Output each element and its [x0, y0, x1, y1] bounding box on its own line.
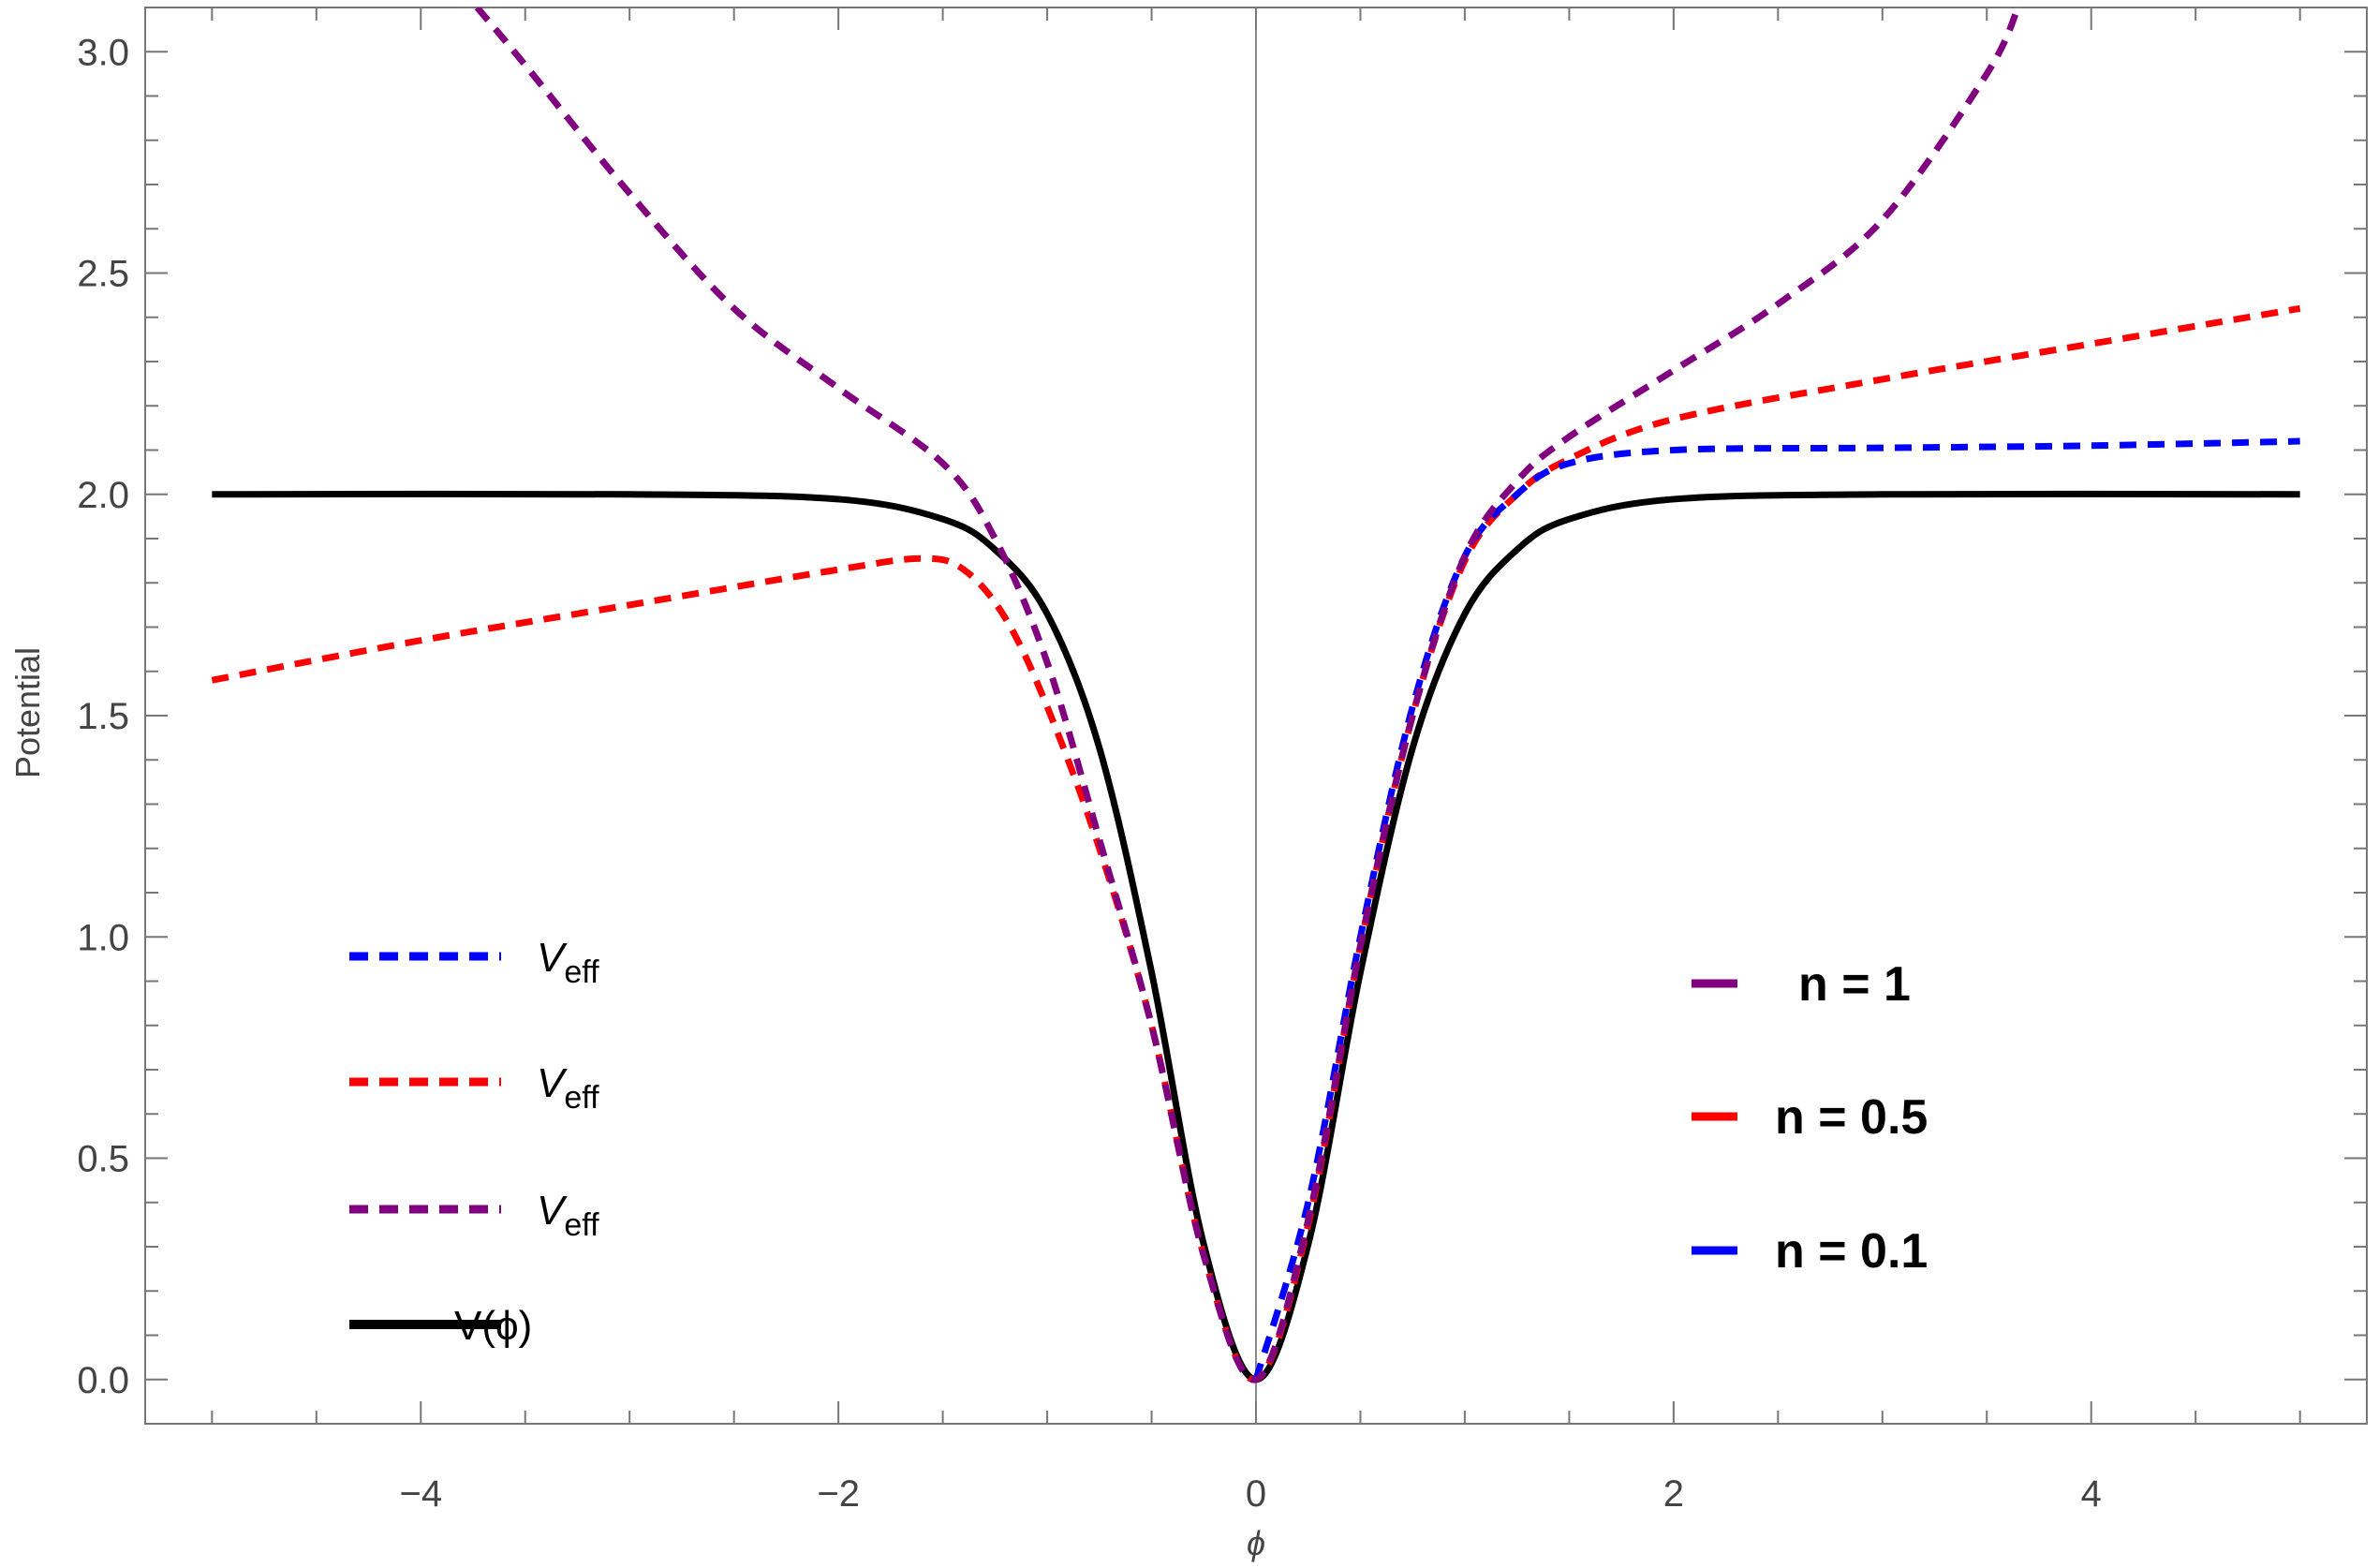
legend-label: n = 1 [1798, 957, 1911, 1012]
x-tick-label: 0 [1246, 1473, 1266, 1515]
legend-left-entry: Veff [349, 1188, 599, 1243]
x-tick-label: 2 [1663, 1473, 1684, 1515]
series-line-1 [211, 304, 2301, 1383]
y-tick-label: 1.5 [77, 696, 129, 737]
y-tick-label: 2.5 [77, 254, 129, 295]
legend-label-main: V [537, 1060, 568, 1106]
legend-label: n = 0.5 [1775, 1090, 1928, 1145]
legend-label: Veff [537, 1060, 599, 1116]
legend-right-entry: n = 1 [1692, 957, 1911, 1012]
y-tick-label: 3.0 [77, 32, 129, 73]
legend-left-entry: Veff [349, 1060, 599, 1116]
y-tick-label: 1.0 [77, 917, 129, 958]
x-tick-label: 4 [2081, 1473, 2102, 1515]
x-tick-label: −2 [817, 1473, 860, 1515]
legend-label-sub: eff [564, 954, 599, 990]
legend-label: n = 0.1 [1775, 1224, 1928, 1279]
legend-label-main: V(ϕ) [454, 1303, 532, 1349]
x-tick-label: −4 [399, 1473, 442, 1515]
series-line-2 [474, 7, 2021, 1383]
legend-left-entry: V(ϕ) [349, 1303, 532, 1349]
y-tick-label: 0.0 [77, 1360, 129, 1401]
x-axis-label: ϕ [1247, 1524, 1265, 1562]
legend-label: V(ϕ) [454, 1303, 532, 1349]
legend-label-sub: eff [564, 1207, 599, 1243]
y-tick-label: 0.5 [77, 1139, 129, 1180]
series-line-0 [1252, 437, 2300, 1381]
legend-label-sub: eff [564, 1080, 599, 1116]
y-tick-label: 2.0 [77, 475, 129, 516]
legend-right-entry: n = 0.5 [1692, 1090, 1928, 1145]
legend-label: Veff [537, 935, 599, 990]
legend-right-entry: n = 0.1 [1692, 1224, 1928, 1279]
legend-label-main: V [537, 1188, 568, 1234]
y-axis-label: Potential [8, 647, 47, 778]
legend-label: Veff [537, 1188, 599, 1243]
legend-label-main: V [537, 935, 568, 981]
legend-left-entry: Veff [349, 935, 599, 990]
